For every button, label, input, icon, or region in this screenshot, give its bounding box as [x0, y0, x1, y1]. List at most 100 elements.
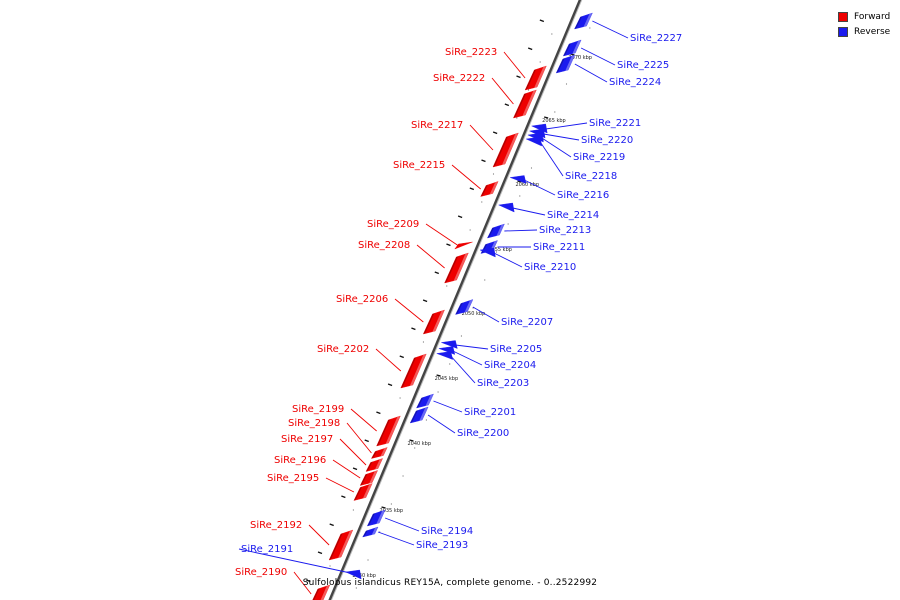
gene-highlight [409, 354, 427, 386]
gene-labels: SiRe_2227 SiRe_2225 SiRe_2224 SiRe_2223 SiRe… [235, 20, 682, 595]
gene-highlight [432, 310, 445, 332]
gene-shadow [416, 397, 424, 408]
tick-label: 2030 kbp [352, 573, 376, 579]
gene-glyph-sire-2202 [400, 353, 427, 389]
reverse-label: Reverse [854, 26, 891, 37]
gene-label-sire-2206: SiRe_2206 [336, 294, 388, 305]
gene-glyph-sire-2201 [416, 393, 434, 409]
minor-tick [481, 159, 486, 163]
minor-dot [425, 419, 427, 421]
minor-tick [446, 243, 451, 247]
gene-label-sire-2192: SiRe_2192 [250, 520, 302, 531]
minor-dot [469, 229, 471, 231]
tick-label: 2070 kbp [568, 55, 592, 61]
leader-line [503, 51, 526, 79]
gene-label-sire-2194: SiRe_2194 [421, 526, 473, 537]
minor-tick [329, 523, 334, 527]
gene-shadow [329, 533, 343, 560]
leader-line [504, 229, 538, 232]
gene-highlight [464, 299, 473, 313]
minor-dot [507, 223, 509, 225]
gene-glyph-sire-2208 [444, 252, 469, 284]
gene-label-sire-2203: SiRe_2203 [477, 378, 529, 389]
tick-label: 2055 kbp [488, 247, 512, 253]
gene-label-sire-2219: SiRe_2219 [573, 152, 625, 163]
gene-glyph-sire-2210 [479, 247, 496, 258]
gene-glyph-sire-2193 [362, 526, 379, 538]
minor-dot [449, 363, 451, 365]
minor-dot [492, 173, 495, 175]
gene-highlight [320, 585, 330, 600]
leader-line [580, 47, 616, 66]
gene-glyph-sire-2225 [562, 39, 582, 57]
minor-dot [402, 475, 404, 477]
gene-shadow [353, 486, 363, 501]
gene-shadow [513, 93, 527, 118]
forward-swatch [838, 11, 848, 22]
leader-line [339, 438, 367, 466]
minor-dot [414, 447, 416, 449]
leader-line [543, 133, 580, 141]
legend-forward: Forward [838, 9, 890, 24]
gene-label-sire-2199: SiRe_2199 [292, 404, 344, 415]
minor-dot [390, 503, 392, 505]
gene-highlight [522, 90, 537, 116]
gene-label-sire-2217: SiRe_2217 [411, 120, 463, 131]
gene-shadow [400, 357, 417, 388]
gene-highlight [534, 66, 547, 88]
gene-shadow [487, 227, 495, 238]
gene-highlight [565, 55, 575, 71]
tick-label: 2045 kbp [435, 376, 459, 382]
minor-tick [411, 327, 416, 331]
legend: Forward Reverse [838, 9, 890, 39]
leader-line [293, 571, 312, 595]
leader-line [455, 344, 489, 350]
gene-glyph-sire-2223 [524, 65, 547, 91]
gene-glyph-sire-2195 [353, 483, 373, 501]
leader-line [394, 298, 424, 323]
gene-glyph-sire-2205 [441, 340, 458, 349]
gene-glyph-sire-2206 [422, 309, 445, 335]
major-tick [409, 439, 414, 442]
minor-tick [492, 131, 498, 135]
minor-dot [484, 279, 486, 281]
gene-highlight [453, 253, 469, 281]
leader-line [472, 306, 500, 323]
gene-shadow [444, 256, 459, 283]
minor-tick [376, 411, 381, 415]
gene-label-sire-2224: SiRe_2224 [609, 77, 661, 88]
minor-dot [495, 251, 498, 253]
leader-line [416, 244, 445, 269]
gene-label-sire-2201: SiRe_2201 [464, 407, 516, 418]
gene-label-sire-2209: SiRe_2209 [367, 219, 419, 230]
gene-highlight [572, 40, 582, 54]
minor-dot [437, 391, 439, 393]
gene-label-sire-2222: SiRe_2222 [433, 73, 485, 84]
gene-glyph-sire-2227 [574, 12, 593, 30]
minor-tick [422, 299, 428, 303]
gene-highlight [338, 530, 353, 558]
major-tick [436, 374, 441, 377]
forward-label: Forward [854, 11, 891, 22]
leader-line [425, 223, 460, 247]
gene-label-sire-2190: SiRe_2190 [235, 567, 287, 578]
minor-dot [554, 111, 556, 113]
gene-label-sire-2202: SiRe_2202 [317, 344, 369, 355]
minor-dot [352, 509, 354, 511]
gene-label-sire-2223: SiRe_2223 [445, 47, 497, 58]
minor-dot [481, 201, 483, 203]
gene-label-sire-2218: SiRe_2218 [565, 171, 617, 182]
major-tick [381, 506, 386, 509]
tick-label: 2035 kbp [380, 508, 404, 514]
gene-glyph-sire-2209 [454, 241, 473, 250]
gene-glyph-sire-2222 [513, 89, 537, 119]
leader-line [332, 459, 361, 479]
gene-highlight [425, 394, 434, 406]
gene-glyph-sire-2194 [366, 509, 386, 527]
minor-tick [341, 495, 346, 499]
gene-label-sire-2215: SiRe_2215 [393, 160, 445, 171]
gene-label-sire-2221: SiRe_2221 [589, 118, 641, 129]
gene-shadow [367, 513, 376, 526]
leader-line [469, 124, 494, 151]
major-tick [543, 116, 549, 119]
